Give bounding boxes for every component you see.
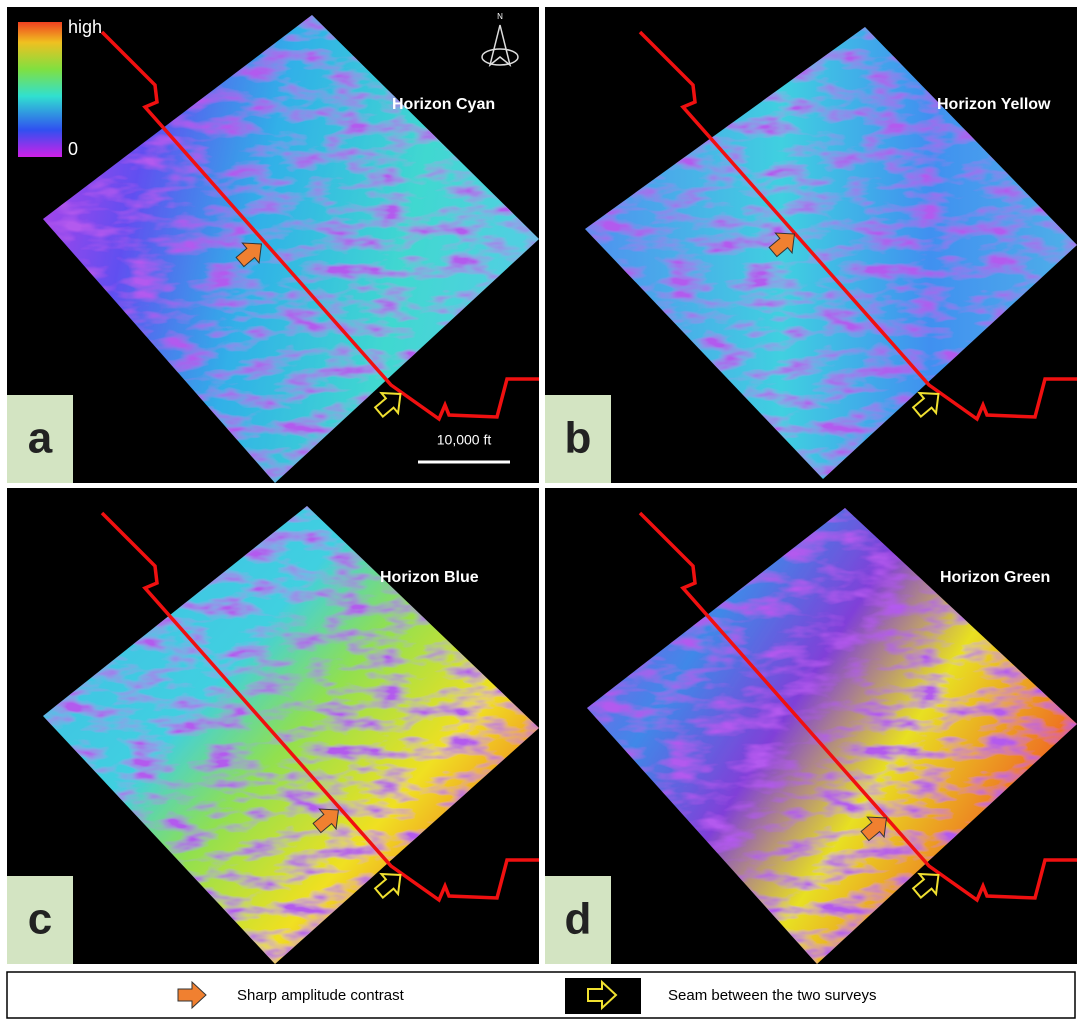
body: Horizon Cyan a Horizon Yellow b Horizon Blue…: [0, 0, 1079, 1021]
panel-title: Horizon Yellow: [937, 96, 1051, 113]
panel-title: Horizon Cyan: [392, 96, 495, 113]
panel: Horizon Cyan a: [7, 7, 539, 483]
colorbar: [18, 22, 62, 157]
panel-letter: a: [28, 414, 53, 463]
colorbar-max: high: [68, 17, 102, 37]
panel: Horizon Green d: [545, 488, 1077, 964]
legend-box: [7, 972, 1075, 1018]
panel-letter: b: [565, 414, 592, 463]
panel: Horizon Yellow b: [545, 7, 1077, 483]
panel: Horizon Blue c: [7, 488, 539, 964]
page: {"colorbar": {"max_label": "high", "min_…: [0, 0, 1079, 1021]
panel-letter: d: [565, 895, 592, 944]
panel-letter: c: [28, 895, 52, 944]
figure: Horizon Cyan a Horizon Yellow b Horizon Blue…: [0, 0, 1079, 1021]
colorbar-min: 0: [68, 139, 78, 159]
panel-title: Horizon Blue: [380, 569, 479, 586]
panel-title: Horizon Green: [940, 569, 1050, 586]
north-label: N: [497, 12, 503, 21]
legend-label: Seam between the two surveys: [668, 987, 876, 1004]
legend-label: Sharp amplitude contrast: [237, 987, 405, 1004]
scale-label: 10,000 ft: [437, 432, 492, 448]
